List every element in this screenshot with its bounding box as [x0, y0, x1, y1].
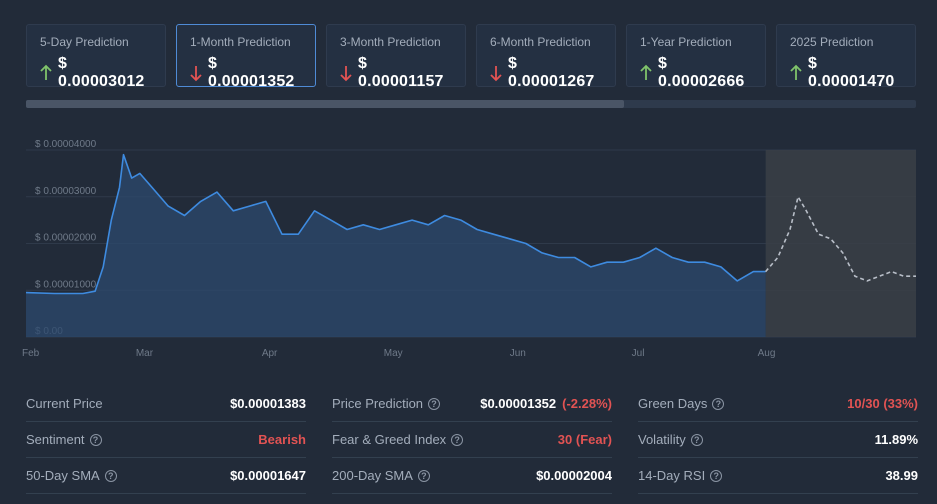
cards-scrollbar[interactable] — [26, 100, 916, 108]
stat-label: Price Prediction — [332, 396, 424, 411]
y-tick-label: $ 0.00004000 — [35, 140, 97, 150]
stat-green-days: Green Days? 10/30 (33%) — [638, 386, 918, 422]
stats-col-2: Price Prediction? $0.00001352 (-2.28%) Fea… — [332, 386, 612, 494]
arrow-up-icon — [790, 64, 802, 82]
x-tick-label: Apr — [262, 348, 278, 359]
stat-value: 10/30 (33%) — [847, 396, 918, 411]
card-2025[interactable]: 2025 Prediction $ 0.00001470 — [776, 24, 916, 90]
historical-line — [25, 153, 766, 295]
help-icon[interactable]: ? — [712, 397, 725, 410]
help-icon[interactable]: ? — [428, 397, 441, 410]
card-label: 5-Day Prediction — [40, 35, 129, 49]
card-label: 1-Year Prediction — [640, 35, 732, 49]
stat-current-price: Current Price $0.00001383 — [26, 386, 306, 422]
prediction-cards: 5-Day Prediction $ 0.00003012 1-Month Pre… — [26, 24, 916, 90]
y-tick-label: $ 0.00001000 — [35, 279, 97, 290]
stat-sma50: 50-Day SMA? $0.00001647 — [26, 458, 306, 494]
stat-sentiment: Sentiment? Bearish — [26, 422, 306, 458]
stat-value: $0.00001352 — [480, 396, 557, 411]
arrow-up-icon — [40, 64, 52, 82]
stat-label: Fear & Greed Index — [332, 432, 447, 447]
stat-sma200: 200-Day SMA? $0.00002004 — [332, 458, 612, 494]
card-value: $ 0.00003012 — [58, 55, 145, 90]
stats-col-3: Green Days? 10/30 (33%) Volatility? 11.89%… — [638, 386, 918, 494]
help-icon[interactable]: ? — [89, 433, 102, 446]
stat-label: 200-Day SMA — [332, 468, 413, 483]
prediction-region — [765, 150, 916, 337]
stat-label: Current Price — [26, 396, 103, 411]
chart-svg: $ 0.00$ 0.00001000$ 0.00002000$ 0.000030… — [22, 140, 916, 359]
stat-value: 38.99 — [885, 468, 918, 483]
stat-label: Volatility — [638, 432, 686, 447]
card-label: 6-Month Prediction — [490, 35, 591, 49]
x-tick-label: Feb — [22, 348, 40, 359]
card-6-month[interactable]: 6-Month Prediction $ 0.00001267 — [476, 24, 616, 90]
x-tick-label: Aug — [758, 348, 776, 359]
stat-label: 14-Day RSI — [638, 468, 706, 483]
stat-label: Sentiment — [26, 432, 85, 447]
stat-value: Bearish — [258, 432, 306, 447]
stat-price-prediction: Price Prediction? $0.00001352 (-2.28%) — [332, 386, 612, 422]
price-chart: $ 0.00$ 0.00001000$ 0.00002000$ 0.000030… — [0, 140, 937, 365]
card-value: $ 0.00001470 — [808, 55, 895, 90]
card-label: 3-Month Prediction — [340, 35, 441, 49]
card-value: $ 0.00002666 — [658, 55, 745, 90]
help-icon[interactable]: ? — [690, 433, 703, 446]
stats-grid: Current Price $0.00001383 Sentiment? Beari… — [26, 386, 918, 494]
scrollbar-thumb[interactable] — [26, 100, 624, 108]
arrow-down-icon — [340, 64, 352, 82]
help-icon[interactable]: ? — [104, 469, 117, 482]
x-tick-label: Mar — [136, 348, 154, 359]
stat-value: $0.00001383 — [230, 396, 306, 411]
card-3-month[interactable]: 3-Month Prediction $ 0.00001157 — [326, 24, 466, 90]
prediction-line — [764, 194, 916, 282]
stat-value: 30 (Fear) — [557, 432, 612, 447]
stat-value: 11.89% — [874, 432, 918, 447]
stat-rsi: 14-Day RSI? 38.99 — [638, 458, 918, 494]
card-value: $ 0.00001352 — [208, 55, 295, 90]
stat-fear-greed: Fear & Greed Index? 30 (Fear) — [332, 422, 612, 458]
stat-value: $0.00001647 — [230, 468, 306, 483]
card-5-day[interactable]: 5-Day Prediction $ 0.00003012 — [26, 24, 166, 90]
stat-label: Green Days — [638, 396, 708, 411]
stat-label: 50-Day SMA — [26, 468, 100, 483]
card-1-year[interactable]: 1-Year Prediction $ 0.00002666 — [626, 24, 766, 90]
card-value: $ 0.00001267 — [508, 55, 595, 90]
card-label: 2025 Prediction — [790, 35, 874, 49]
arrow-up-icon — [640, 64, 652, 82]
x-tick-label: Jun — [510, 348, 526, 359]
card-1-month[interactable]: 1-Month Prediction $ 0.00001352 — [176, 24, 316, 90]
y-tick-label: $ 0.00003000 — [35, 186, 97, 197]
card-value: $ 0.00001157 — [358, 55, 444, 90]
historical-area — [26, 154, 766, 337]
x-tick-label: May — [384, 348, 403, 359]
arrow-down-icon — [190, 64, 202, 82]
card-label: 1-Month Prediction — [190, 35, 291, 49]
help-icon[interactable]: ? — [710, 469, 723, 482]
stat-value: $0.00002004 — [536, 468, 612, 483]
stat-change: (-2.28%) — [562, 396, 612, 411]
stat-volatility: Volatility? 11.89% — [638, 422, 918, 458]
help-icon[interactable]: ? — [417, 469, 430, 482]
stats-col-1: Current Price $0.00001383 Sentiment? Beari… — [26, 386, 306, 494]
arrow-down-icon — [490, 64, 502, 82]
y-tick-label: $ 0.00002000 — [35, 233, 97, 244]
x-tick-label: Jul — [632, 348, 645, 359]
help-icon[interactable]: ? — [451, 433, 464, 446]
